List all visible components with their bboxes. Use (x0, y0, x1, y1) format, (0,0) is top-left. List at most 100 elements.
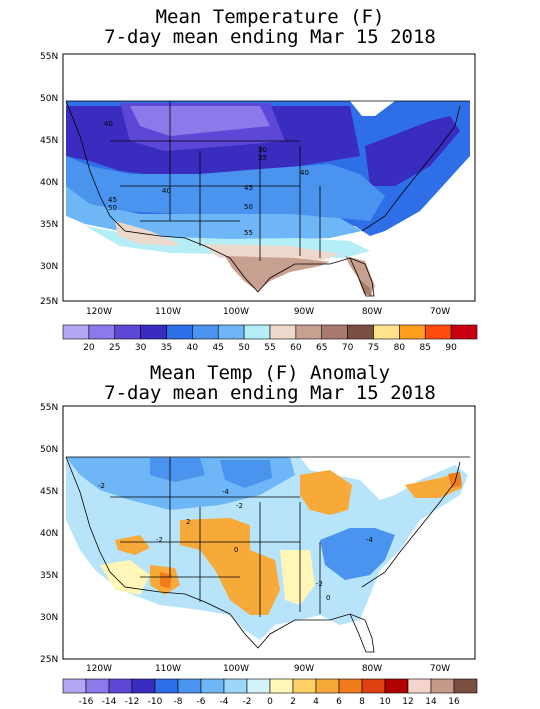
contour-label: 45 (108, 196, 117, 204)
contour-label: 40 (300, 169, 309, 177)
legend-labels: 20 25 30 35 40 45 50 55 60 65 70 75 80 85 90 (83, 343, 457, 353)
contour-label: -2 (156, 536, 163, 544)
legend-swatch (166, 324, 193, 340)
lon-tick-label: 80W (362, 307, 382, 317)
lat-tick-label: 25N (40, 655, 58, 665)
lat-tick-label: 55N (40, 52, 58, 62)
lat-tick-label: 55N (40, 403, 58, 413)
contour-label: 55 (244, 229, 253, 237)
legend-swatch (114, 324, 141, 340)
legend-label: 35 (161, 343, 172, 353)
boundary-lines (65, 456, 470, 653)
contour-label: 40 (162, 187, 171, 195)
legend-label: 14 (425, 697, 437, 707)
legend-swatch (200, 678, 225, 694)
legend-label: 50 (238, 343, 250, 353)
contour-label: -2 (236, 502, 243, 510)
legend-swatch (321, 324, 348, 340)
contour-label: 40 (104, 120, 113, 128)
legend-label: 60 (290, 343, 302, 353)
lon-tick-label: 80W (362, 664, 382, 674)
legend-swatches (62, 678, 478, 694)
legend-label: 40 (187, 343, 199, 353)
lon-tick-label: 110W (155, 664, 181, 674)
legend-swatch (131, 678, 156, 694)
contour-label: 50 (108, 204, 117, 212)
legend-swatch (269, 324, 297, 340)
legend-swatch (407, 678, 432, 694)
contour-label: -4 (222, 488, 230, 496)
anomaly-title-line2: 7-day mean ending Mar 15 2018 (104, 382, 436, 404)
contour-label: 0 (234, 546, 238, 554)
legend-swatch (424, 324, 452, 340)
legend-swatch (315, 678, 340, 694)
legend-label: 85 (420, 343, 431, 353)
lon-tick-label: 100W (223, 664, 249, 674)
lat-tick-label: 45N (40, 487, 58, 497)
legend-label: 4 (313, 697, 319, 707)
lon-tick-label: 70W (430, 307, 450, 317)
legend-label: 75 (368, 343, 379, 353)
temperature-map: 55N 50N 45N 40N 35N 30N 25N 120W 110W 10… (40, 52, 476, 317)
contour-label: 35 (258, 154, 267, 162)
legend-swatch (361, 678, 386, 694)
legend-swatch (243, 324, 271, 340)
legend-label: 12 (402, 697, 413, 707)
legend-swatch (338, 678, 363, 694)
contour-label: 50 (244, 203, 253, 211)
legend-labels: -16 -14 -12 -10 -8 -6 -4 -2 0 2 4 6 8 10 12 14 16 (79, 697, 460, 707)
legend-swatch (453, 678, 478, 694)
legend-swatch (140, 324, 167, 340)
temperature-field (66, 101, 470, 296)
latitude-axis: 55N 50N 45N 40N 35N 30N 25N (40, 403, 58, 665)
lon-tick-label: 110W (155, 307, 181, 317)
legend-label: 8 (359, 697, 365, 707)
legend-swatch (450, 324, 478, 340)
legend-label: 55 (264, 343, 275, 353)
contour-labels: 40 30 35 40 40 45 45 50 50 55 (104, 120, 309, 237)
legend-label: 70 (342, 343, 354, 353)
legend-swatch (246, 678, 271, 694)
legend-swatch (88, 324, 116, 340)
legend-swatch (347, 324, 374, 340)
legend-swatch (269, 678, 294, 694)
contour-label: -4 (366, 536, 374, 544)
legend-swatch (192, 324, 219, 340)
lat-tick-label: 35N (40, 220, 58, 230)
boundary-lines (65, 100, 470, 297)
contour-label: 2 (186, 518, 190, 526)
anomaly-title-line1: Mean Temp (F) Anomaly (149, 362, 391, 384)
contour-label: -2 (98, 482, 105, 490)
latitude-axis: 55N 50N 45N 40N 35N 30N 25N (40, 52, 58, 307)
legend-label: 10 (379, 697, 391, 707)
legend-swatch (223, 678, 248, 694)
legend-swatches (62, 324, 478, 340)
legend-swatch (384, 678, 409, 694)
legend-label: 6 (336, 697, 342, 707)
anomaly-map: 55N 50N 45N 40N 35N 30N 25N 120W 110W 10… (40, 403, 476, 674)
legend-swatch (430, 678, 455, 694)
map-title-line2: 7-day mean ending Mar 15 2018 (104, 26, 436, 48)
lon-tick-label: 120W (86, 307, 112, 317)
legend-label: 20 (83, 343, 95, 353)
lon-tick-label: 120W (86, 664, 112, 674)
legend-label: 45 (213, 343, 224, 353)
legend-label: 2 (290, 697, 296, 707)
lat-tick-label: 50N (40, 94, 58, 104)
legend-label: -4 (220, 697, 229, 707)
legend-label: 16 (448, 697, 460, 707)
legend-label: -2 (243, 697, 252, 707)
legend-label: 80 (394, 343, 406, 353)
legend-label: -8 (174, 697, 183, 707)
lat-tick-label: 45N (40, 136, 58, 146)
lat-tick-label: 50N (40, 445, 58, 455)
longitude-axis: 120W 110W 100W 90W 80W 70W (86, 664, 450, 674)
legend-swatch (217, 324, 245, 340)
lon-tick-label: 90W (294, 307, 314, 317)
legend-label: -12 (125, 697, 140, 707)
lat-tick-label: 35N (40, 571, 58, 581)
lat-tick-label: 30N (40, 262, 58, 272)
lat-tick-label: 25N (40, 297, 58, 307)
legend-swatch (373, 324, 400, 340)
legend-swatch (154, 678, 179, 694)
